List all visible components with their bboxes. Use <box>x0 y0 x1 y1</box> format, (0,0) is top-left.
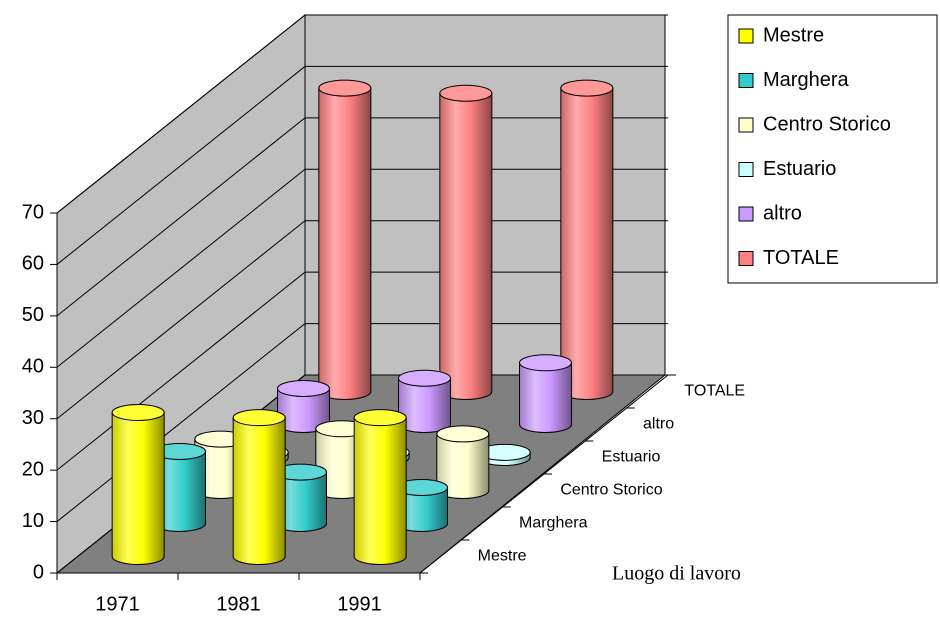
depth-tick-label: Marghera <box>519 515 588 532</box>
legend-swatch <box>738 206 754 222</box>
grid-line <box>56 65 668 265</box>
legend-swatch <box>738 73 754 88</box>
cylinder <box>519 362 572 433</box>
grid-line <box>56 220 668 420</box>
grid-line <box>56 117 668 317</box>
legend-label: Marghera <box>763 69 849 91</box>
legend-label: Mestre <box>763 24 824 46</box>
depth-tick-label: altro <box>643 416 674 433</box>
legend-swatch <box>738 28 754 44</box>
marks <box>111 79 614 565</box>
cylinder <box>353 417 407 565</box>
labels: Luogo di lavoro 0 10 20 30 40 50 60 70 1971 1981 1… <box>22 201 745 615</box>
y-tick-label: 50 <box>22 304 44 326</box>
y-tick-label: 20 <box>22 458 44 480</box>
legend-label: TOTALE <box>763 247 839 269</box>
grid-line <box>56 14 668 214</box>
grid-line <box>56 168 668 368</box>
cylinder-top <box>277 380 330 397</box>
legend-swatch <box>738 251 754 266</box>
cylinder-top <box>560 79 614 97</box>
cylinder <box>232 417 286 565</box>
cylinder-top <box>398 369 451 387</box>
y-tick-label: 30 <box>22 407 44 429</box>
cylinder-top <box>519 354 572 372</box>
depth-tick-label: Estuario <box>602 449 661 466</box>
legend-swatch <box>738 117 754 133</box>
legend-box <box>727 14 938 284</box>
x-tick-label: 1971 <box>95 593 140 615</box>
cylinder <box>318 87 372 400</box>
depth-tick-label: Mestre <box>478 548 527 565</box>
cylinder <box>560 87 614 400</box>
y-tick-label: 60 <box>22 253 44 275</box>
cylinder <box>439 92 493 400</box>
legend-label: Centro Storico <box>763 113 891 135</box>
cylinder-top <box>318 79 372 97</box>
depth-tick-label: TOTALE <box>684 383 745 400</box>
cylinder-top <box>439 84 493 102</box>
legend-swatch <box>738 162 754 177</box>
legend: Mestre Marghera Centro Storico Estuario altr… <box>738 24 891 269</box>
cylinder-top <box>436 425 490 443</box>
depth-axis-title: Luogo di lavoro <box>612 563 741 585</box>
cylinder-top <box>232 409 286 427</box>
depth-tick-label: Centro Storico <box>560 482 662 499</box>
legend-label: altro <box>763 202 802 224</box>
y-tick-label: 10 <box>22 510 44 532</box>
y-tick-label: 40 <box>22 356 44 378</box>
x-tick-label: 1991 <box>337 593 382 615</box>
x-tick-label: 1981 <box>216 593 261 615</box>
y-tick-label: 70 <box>22 201 44 223</box>
y-tick-label: 0 <box>33 561 44 583</box>
legend-label: Estuario <box>763 158 836 180</box>
cylinder <box>111 412 165 565</box>
cylinder-top <box>353 409 407 427</box>
cylinder-top <box>111 404 165 421</box>
